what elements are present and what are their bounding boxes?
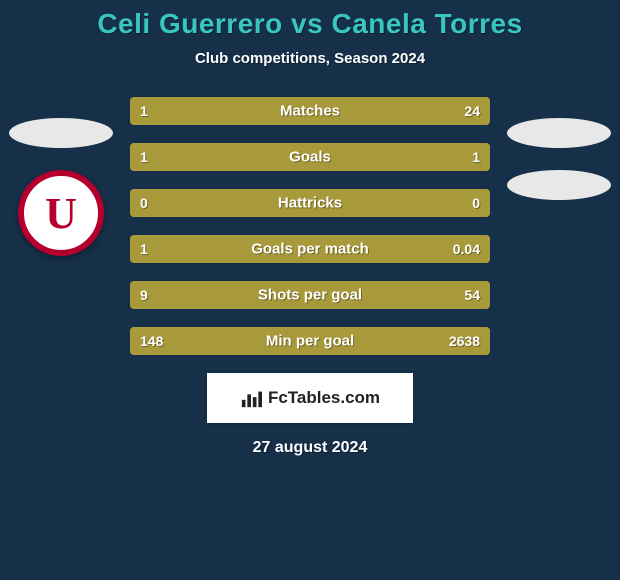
brand-text: FcTables.com [268, 388, 380, 408]
stat-row: 1 1 Goals [130, 143, 490, 171]
stat-label: Matches [280, 103, 340, 120]
stat-value-right: 2638 [449, 333, 480, 349]
comparison-bars: 1 24 Matches 1 1 Goals 0 0 Hattricks 1 0.04 Goals p… [130, 97, 490, 355]
player-left-blob [9, 118, 113, 148]
stat-row: 1 24 Matches [130, 97, 490, 125]
brand-badge: FcTables.com [207, 373, 413, 423]
stat-value-right: 54 [464, 287, 480, 303]
player-left-badge-area: U [6, 118, 116, 256]
comparison-infographic: Celi Guerrero vs Canela Torres Club comp… [0, 0, 620, 580]
stat-row: 9 54 Shots per goal [130, 281, 490, 309]
stat-value-left: 0 [140, 195, 148, 211]
stat-value-right: 0 [472, 195, 480, 211]
player-right-blob-1 [507, 118, 611, 148]
stat-row: 148 2638 Min per goal [130, 327, 490, 355]
stat-value-left: 1 [140, 241, 148, 257]
club-logo-u: U [18, 170, 104, 256]
stat-label: Goals [289, 149, 331, 166]
stat-fill-left [130, 143, 310, 171]
stat-value-right: 0.04 [453, 241, 480, 257]
stat-row: 0 0 Hattricks [130, 189, 490, 217]
brand-chart-icon [240, 387, 262, 409]
stat-value-left: 1 [140, 103, 148, 119]
page-title: Celi Guerrero vs Canela Torres [0, 8, 620, 40]
player-right-blob-2 [507, 170, 611, 200]
date-text: 27 august 2024 [0, 439, 620, 457]
stat-value-left: 1 [140, 149, 148, 165]
club-logo-letter: U [45, 188, 77, 239]
stat-value-left: 9 [140, 287, 148, 303]
player-right-badge-area [504, 118, 614, 200]
stat-value-left: 148 [140, 333, 163, 349]
page-subtitle: Club competitions, Season 2024 [0, 50, 620, 67]
stat-row: 1 0.04 Goals per match [130, 235, 490, 263]
stat-fill-left [130, 281, 180, 309]
stat-label: Shots per goal [258, 287, 362, 304]
stat-label: Goals per match [251, 241, 369, 258]
stat-label: Hattricks [278, 195, 342, 212]
stat-fill-right [310, 143, 490, 171]
stat-value-right: 24 [464, 103, 480, 119]
stat-label: Min per goal [266, 333, 354, 350]
stat-value-right: 1 [472, 149, 480, 165]
